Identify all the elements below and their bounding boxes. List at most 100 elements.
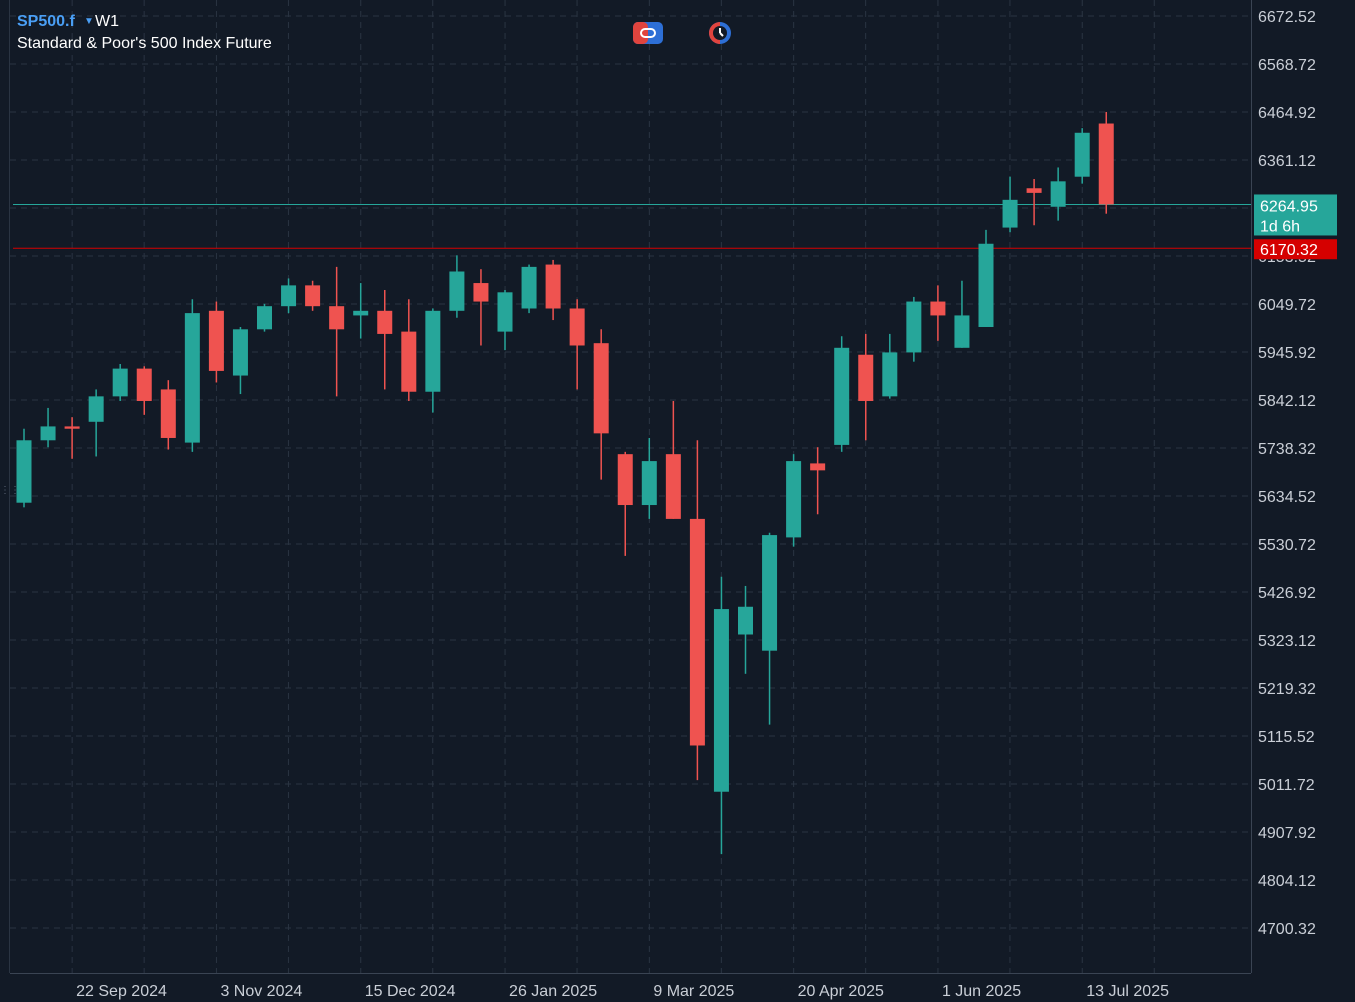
- candle-body: [473, 283, 489, 302]
- candle-bearish: [545, 259, 561, 321]
- candle-bullish: [425, 308, 441, 413]
- candle-body: [545, 264, 561, 309]
- candle-bullish: [88, 389, 104, 457]
- time-axis[interactable]: 22 Sep 2024 3 Nov 2024 15 Dec 2024 26 Jan 2…: [76, 983, 1169, 1000]
- price-tick-label: 6464.92: [1258, 105, 1316, 122]
- ask-price-label: 6170.32: [1260, 242, 1318, 259]
- price-tick-label: 5738.32: [1258, 441, 1316, 458]
- chart-frame: [9, 0, 1252, 974]
- candle-body: [930, 301, 946, 316]
- price-tick-label: 5634.52: [1258, 489, 1316, 506]
- candle-body: [665, 454, 681, 519]
- candle-bearish: [305, 280, 321, 311]
- candle-bullish: [40, 407, 56, 448]
- candle-body: [329, 306, 345, 330]
- bar-countdown-label: 1d 6h: [1260, 218, 1300, 235]
- bid-price-label: 6264.95: [1260, 198, 1318, 215]
- candle-body: [401, 331, 417, 392]
- candle-body: [858, 354, 874, 401]
- bid-price-tag: [1254, 194, 1337, 236]
- candle-body: [1026, 188, 1042, 193]
- candle-body: [497, 292, 513, 332]
- candle-bearish: [665, 400, 681, 519]
- price-tick-label: 5323.12: [1258, 633, 1316, 650]
- candle-bullish: [1074, 128, 1090, 184]
- ask-price-tag: [1254, 239, 1337, 260]
- candle-body: [521, 266, 537, 309]
- candle-body: [569, 308, 585, 346]
- timeframe-label[interactable]: W1: [95, 13, 119, 30]
- candle-body: [593, 343, 609, 434]
- grid-lines: [10, 0, 1251, 973]
- candle-bullish: [762, 532, 778, 725]
- candle-body: [689, 518, 705, 746]
- candle-body: [305, 285, 321, 307]
- candle-body: [40, 426, 56, 441]
- candle-body: [136, 368, 152, 401]
- price-axis[interactable]: 6672.526568.726464.926361.126257.326153.…: [1258, 9, 1316, 938]
- candle-bearish: [1026, 179, 1042, 226]
- candle-bullish: [1050, 167, 1066, 221]
- price-tick-label: 5219.32: [1258, 681, 1316, 698]
- candle-body: [449, 271, 465, 311]
- time-tick-label: 15 Dec 2024: [365, 983, 456, 1000]
- candle-bearish: [930, 285, 946, 341]
- candle-bullish: [954, 280, 970, 348]
- price-tick-label: 4907.92: [1258, 825, 1316, 842]
- candle-body: [954, 315, 970, 348]
- candle-body: [617, 454, 633, 506]
- candle-body: [232, 329, 248, 376]
- candle-bullish: [257, 303, 272, 332]
- time-tick-label: 20 Apr 2025: [798, 983, 884, 1000]
- candle-body: [738, 606, 753, 635]
- candle-bullish: [497, 289, 513, 351]
- candle-bullish: [16, 428, 32, 508]
- candle-bullish: [641, 437, 657, 519]
- price-tick-label: 6568.72: [1258, 57, 1316, 74]
- time-tick-label: 3 Nov 2024: [220, 983, 302, 1000]
- candle-bearish: [689, 440, 705, 781]
- price-tags: 6264.95 1d 6h 6170.32: [1254, 194, 1337, 260]
- time-tick-label: 9 Mar 2025: [653, 983, 734, 1000]
- price-tick-label: 6361.12: [1258, 153, 1316, 170]
- symbol-dropdown-icon[interactable]: ▼: [84, 16, 94, 27]
- candle-body: [112, 368, 128, 397]
- candle-bullish: [449, 255, 465, 318]
- price-tick-label: 6049.72: [1258, 297, 1316, 314]
- candle-bearish: [401, 299, 417, 401]
- candle-bullish: [786, 454, 802, 547]
- candle-bullish: [978, 229, 994, 327]
- candle-bearish: [1098, 111, 1114, 214]
- price-tick-label: 4804.12: [1258, 873, 1316, 890]
- candle-bullish: [353, 283, 369, 339]
- candle-bearish: [810, 447, 826, 515]
- candle-bearish: [329, 266, 345, 397]
- price-tick-label: 6672.52: [1258, 9, 1316, 26]
- time-tick-label: 1 Jun 2025: [942, 983, 1021, 1000]
- price-tick-label: 5115.52: [1258, 729, 1315, 746]
- candle-body: [377, 310, 393, 334]
- candle-body: [281, 285, 297, 307]
- candle-bullish: [1002, 176, 1018, 233]
- symbol-label[interactable]: SP500.f: [17, 13, 75, 30]
- candle-body: [88, 396, 104, 422]
- market-clock-icon[interactable]: [704, 20, 736, 46]
- time-tick-label: 26 Jan 2025: [509, 983, 597, 1000]
- candle-body: [810, 463, 826, 471]
- candle-bearish: [208, 301, 224, 383]
- price-tick-label: 5530.72: [1258, 537, 1316, 554]
- price-tick-label: 5842.12: [1258, 393, 1316, 410]
- candle-bullish: [232, 326, 248, 395]
- candle-bullish: [906, 296, 922, 362]
- one-click-trading-icon[interactable]: [632, 20, 664, 46]
- candle-body: [16, 440, 32, 503]
- candle-body: [906, 301, 922, 353]
- candle-bullish: [521, 264, 537, 314]
- candle-bearish: [617, 451, 633, 556]
- candle-body: [1074, 132, 1090, 177]
- panel-resize-handle-icon[interactable]: ⋮⋮: [0, 485, 20, 496]
- candle-body: [834, 347, 850, 445]
- candle-body: [882, 352, 898, 397]
- price-tick-label: 5011.72: [1258, 777, 1315, 794]
